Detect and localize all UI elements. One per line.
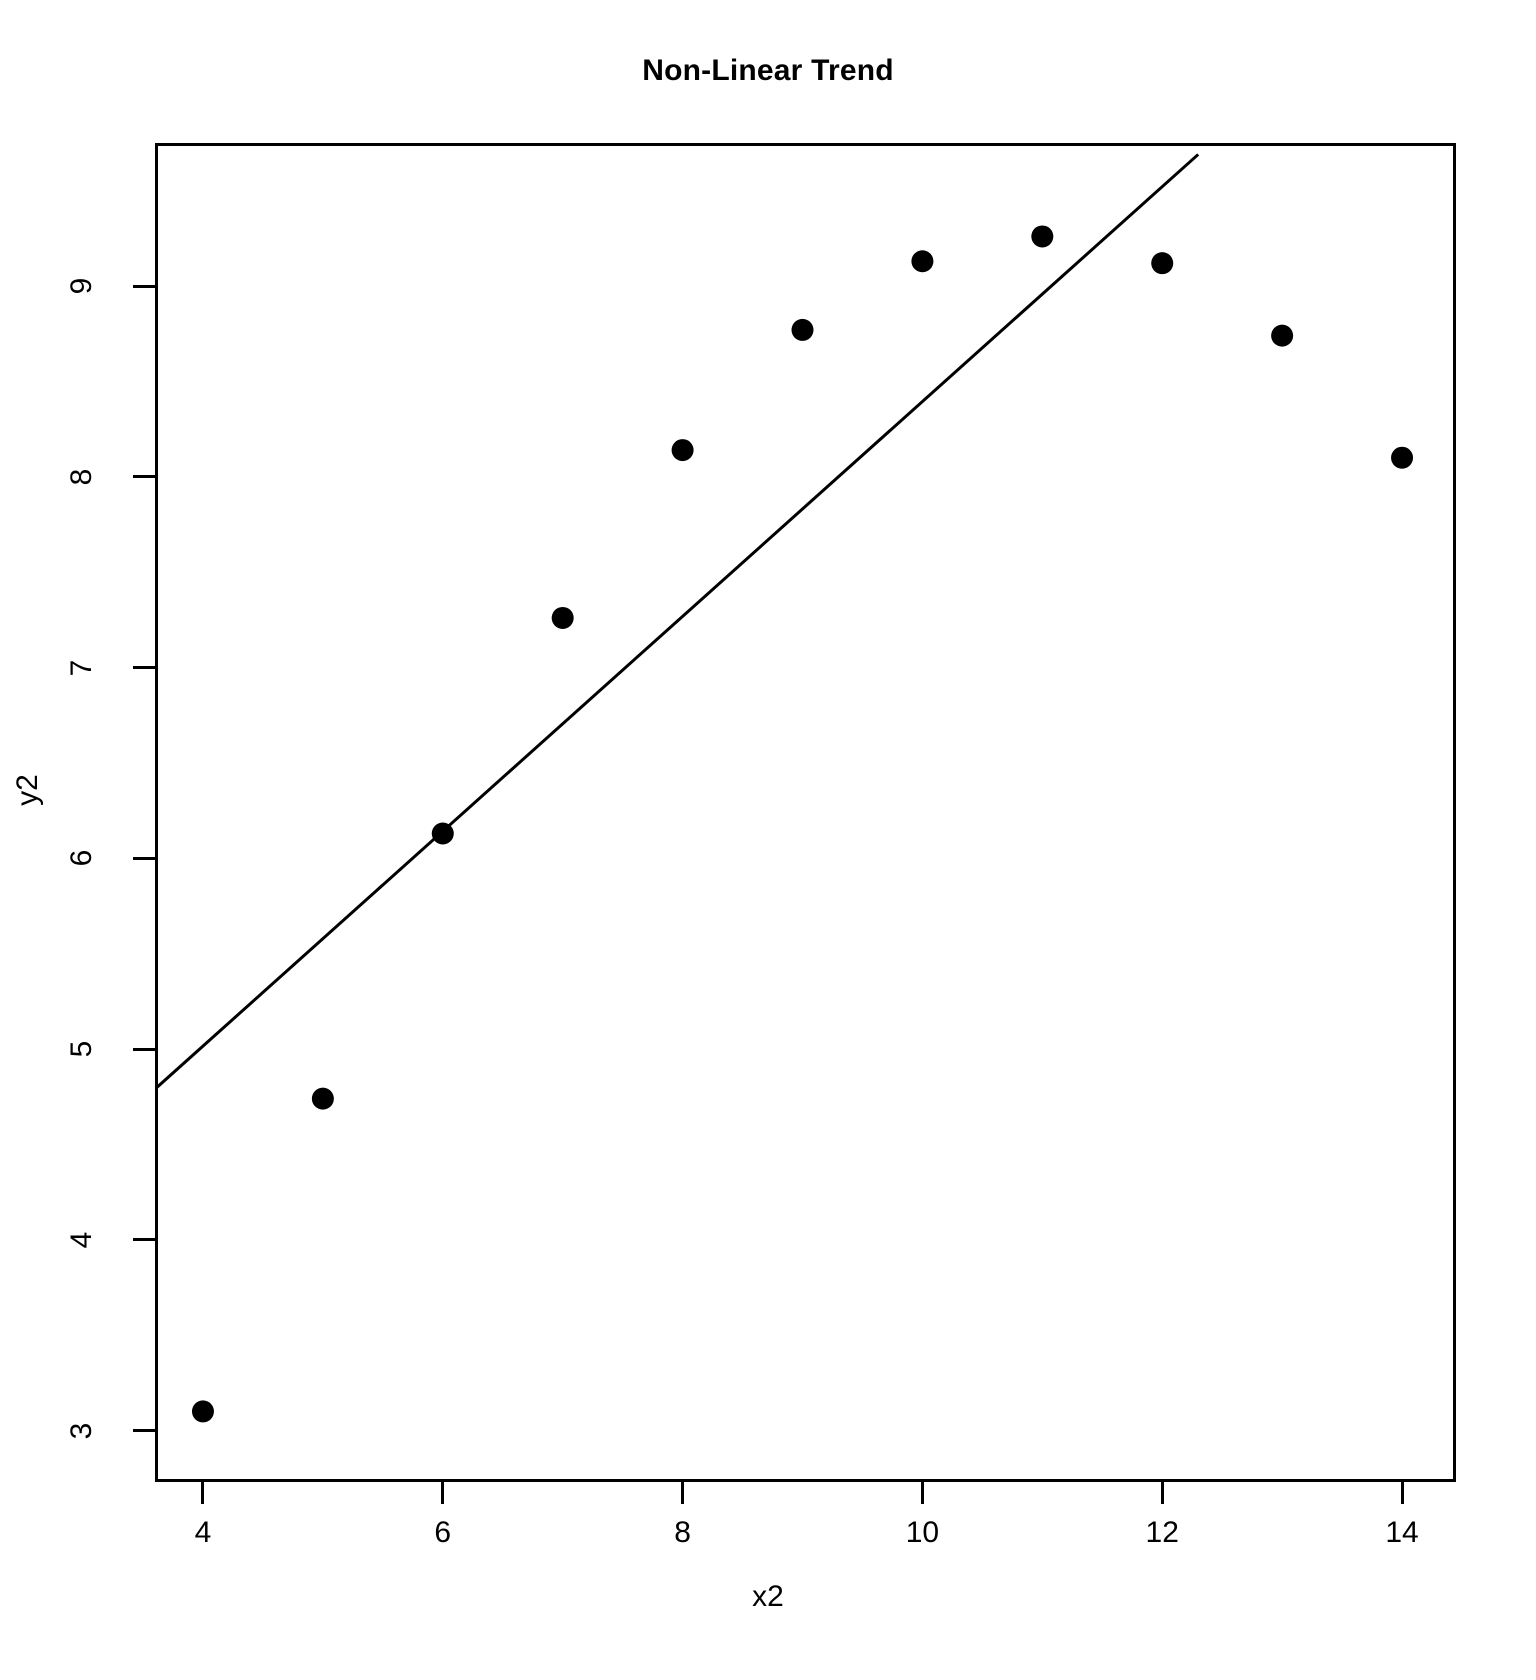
x-tick-mark [1400,1482,1404,1504]
plot-drawing-area [155,153,1414,1423]
x-axis-label: x2 [752,1580,784,1613]
x-tick-label: 12 [1145,1516,1179,1549]
regression-line [155,153,1200,1091]
data-point [1151,252,1174,275]
data-point [551,606,574,629]
data-point [1271,324,1294,347]
y-tick-label: 4 [65,1231,98,1249]
data-point [311,1087,334,1110]
data-point [671,439,694,462]
x-tick-label: 4 [194,1516,212,1549]
data-point [191,1400,214,1423]
x-tick-label: 14 [1385,1516,1419,1549]
plot-frame [155,143,1456,1482]
y-tick-mark [133,1238,155,1242]
y-tick-label: 9 [65,277,98,295]
data-point [1031,225,1054,248]
y-tick-mark [133,856,155,860]
x-tick-label: 6 [434,1516,452,1549]
y-tick-mark [133,1047,155,1051]
x-tick-label: 10 [905,1516,940,1549]
x-tick-mark [201,1482,205,1504]
y-tick-mark [133,475,155,479]
x-tick-mark [1160,1482,1164,1504]
y-tick-mark [133,1429,155,1432]
y-tick-label: 3 [65,1422,98,1439]
x-tick-mark [681,1482,685,1504]
y-tick-label: 8 [65,468,98,486]
y-tick-mark [133,666,155,670]
chart-title: Non-Linear Trend [642,54,894,87]
data-point [1391,446,1414,469]
y-tick-label: 6 [65,849,98,867]
y-tick-label: 5 [65,1040,98,1058]
y-axis-label: y2 [11,774,44,806]
x-tick-mark [920,1482,924,1504]
y-tick-label: 7 [65,659,98,676]
data-point [791,318,814,341]
y-tick-mark [133,284,155,288]
data-point [431,822,454,845]
x-tick-label: 8 [674,1516,691,1549]
x-tick-mark [441,1482,445,1504]
data-point [911,250,934,273]
